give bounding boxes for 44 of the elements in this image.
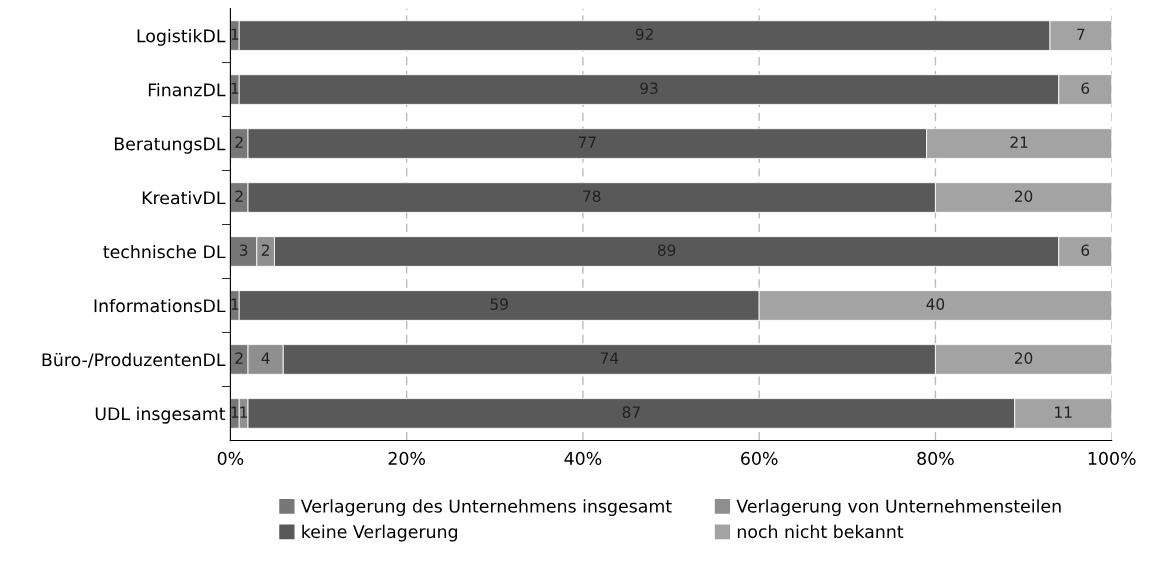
data-label: 20 bbox=[1014, 352, 1033, 364]
x-tick-label: 40% bbox=[564, 451, 602, 465]
data-label: 87 bbox=[622, 406, 640, 418]
legend-label: Verlagerung von Unternehmensteilen bbox=[736, 499, 1061, 517]
data-label: 93 bbox=[640, 82, 658, 94]
data-label: 6 bbox=[1081, 244, 1090, 256]
data-label: 21 bbox=[1010, 136, 1028, 148]
data-label: 59 bbox=[490, 298, 508, 310]
x-tick-label: 80% bbox=[917, 451, 954, 465]
y-tick-label: technische DL bbox=[103, 244, 226, 259]
y-tick-label: KreativDL bbox=[142, 190, 226, 205]
x-tick-label: 0% bbox=[217, 451, 244, 465]
data-label: 4 bbox=[261, 352, 270, 364]
y-tick-label: InformationsDL bbox=[94, 298, 226, 313]
data-label: 1 bbox=[240, 406, 248, 418]
data-label: 2 bbox=[261, 244, 269, 256]
data-label: 3 bbox=[239, 244, 248, 256]
data-label: 2 bbox=[235, 136, 243, 148]
data-label: 2 bbox=[235, 190, 243, 202]
data-label: 20 bbox=[1014, 190, 1033, 202]
legend-label: noch nicht bekannt bbox=[737, 524, 904, 539]
x-tick-label: 60% bbox=[741, 451, 778, 465]
y-tick-label: UDL insgesamt bbox=[95, 406, 226, 424]
data-label: 1 bbox=[231, 28, 239, 40]
data-label: 2 bbox=[235, 352, 243, 364]
legend-label: keine Verlagerung bbox=[302, 524, 458, 542]
data-label: 40 bbox=[926, 298, 945, 310]
x-tick-label: 20% bbox=[388, 451, 425, 465]
y-tick-label: BeratungsDL bbox=[114, 137, 226, 154]
data-label: 1 bbox=[231, 298, 239, 310]
y-tick-label: Büro-/ProduzentenDL bbox=[42, 352, 226, 368]
data-label: 1 bbox=[231, 82, 239, 94]
data-label: 6 bbox=[1081, 82, 1090, 94]
data-label: 1 bbox=[231, 406, 239, 418]
y-tick-label: LogistikDL bbox=[137, 28, 226, 46]
data-label: 11 bbox=[1055, 406, 1072, 418]
data-label: 74 bbox=[600, 352, 619, 364]
x-tick-label: 100% bbox=[1088, 451, 1136, 465]
data-label: 77 bbox=[578, 136, 596, 148]
y-tick-label: FinanzDL bbox=[148, 82, 226, 97]
legend-label: Verlagerung des Unternehmens insgesamt bbox=[300, 499, 672, 517]
data-label: 92 bbox=[635, 28, 653, 40]
data-label: 78 bbox=[583, 190, 601, 202]
data-label: 7 bbox=[1077, 28, 1085, 40]
